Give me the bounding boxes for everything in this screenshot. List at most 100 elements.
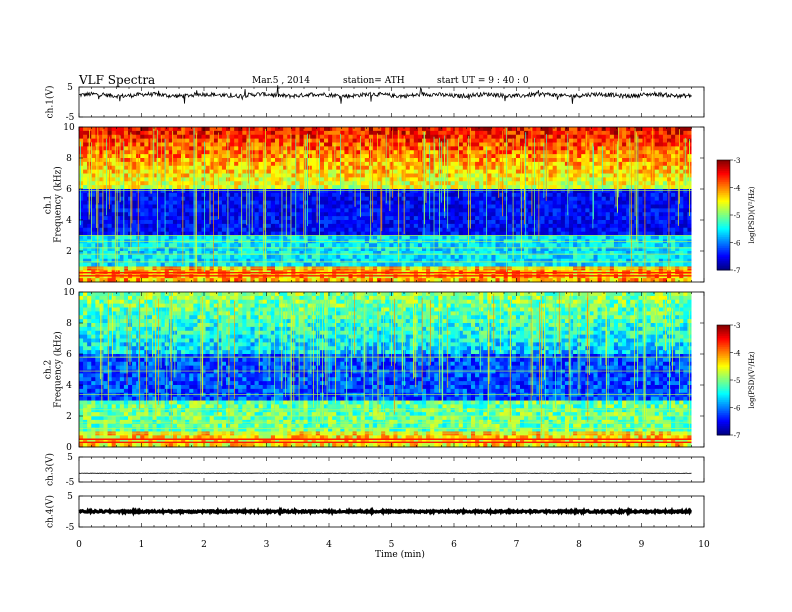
spectrogram-cell [466, 227, 472, 233]
spectrogram-cell [446, 192, 451, 198]
spectrogram-cell [356, 142, 362, 147]
spectrogram-cell [279, 134, 284, 140]
spectrogram-cell [507, 278, 513, 283]
spectrogram-cell [270, 223, 276, 229]
spectrogram-cell [528, 227, 533, 233]
spectrogram-cell [83, 216, 88, 221]
spectrogram-cell [201, 134, 206, 140]
spectrogram-cell [405, 154, 411, 159]
spectrogram-cell [221, 181, 227, 186]
spectrogram-cell [275, 196, 280, 202]
spectrogram-cell [177, 165, 182, 171]
spectrogram-cell [132, 278, 137, 283]
spectrogram-cell [160, 204, 166, 209]
spectrogram-cell [569, 223, 574, 229]
spectrogram-cell [409, 266, 415, 271]
spectrogram-cell [385, 138, 390, 143]
spectrogram-cell [250, 127, 255, 132]
spectrogram-cell [466, 173, 472, 178]
spectrogram-cell [123, 251, 129, 256]
spectrogram-cell [573, 142, 578, 147]
spectrogram-cell [458, 127, 464, 132]
spectrogram-cell [507, 165, 513, 171]
spectrogram-cell [360, 208, 366, 213]
spectrogram-cell [503, 227, 509, 233]
spectrogram-cell [172, 192, 178, 198]
spectrogram-cell [495, 254, 500, 260]
spectrogram-cell [536, 278, 541, 283]
spectrogram-cell [499, 138, 505, 143]
spectrogram-cell [560, 266, 566, 271]
spectrogram-cell [119, 177, 125, 182]
spectrogram-cell [544, 231, 549, 236]
spectrogram-cell [119, 130, 125, 136]
spectrogram-cell [119, 173, 125, 178]
spectrogram-cell [307, 208, 313, 213]
spectrogram-cell [279, 192, 284, 198]
spectrogram-cell [87, 127, 92, 132]
spectrogram-cell [181, 169, 186, 174]
spectrogram-cell [450, 262, 456, 267]
spectrogram-cell [544, 266, 549, 271]
spectrogram-cell [287, 189, 292, 194]
spectrogram-cell [413, 243, 419, 248]
spectrogram-cell [217, 150, 223, 155]
spectrogram-cell [462, 127, 468, 132]
spectrogram-cell [324, 192, 329, 198]
spectrogram-cell [242, 254, 247, 260]
spectrogram-cell [454, 231, 460, 236]
spectrogram-cell [83, 231, 88, 236]
spectrogram-cell [569, 278, 574, 283]
spectrogram-cell [299, 127, 304, 132]
spectrogram-cell [409, 247, 415, 252]
spectrogram-cell [426, 154, 431, 159]
spectrogram-cell [556, 127, 562, 132]
spectrogram-cell [475, 127, 480, 132]
spectrogram-cell [83, 220, 88, 225]
spectrogram-cell [373, 216, 378, 221]
spectrogram-cell [524, 212, 529, 217]
spectrogram-cell [340, 262, 345, 267]
spectrogram-cell [487, 216, 492, 221]
spectrogram-cell [246, 165, 251, 171]
spectrogram-cell [430, 266, 435, 271]
spectrogram-cell [209, 192, 215, 198]
spectrogram-cell [409, 243, 415, 248]
spectrogram-cell [213, 165, 219, 171]
spectrogram-cell [352, 258, 358, 264]
spectrogram-cell [213, 138, 219, 143]
spectrogram-cell [177, 266, 182, 271]
spectrogram-cell [115, 146, 121, 151]
spectrogram-cell [471, 150, 476, 155]
spectrogram-cell [524, 247, 529, 252]
spectrogram-cell [283, 146, 288, 151]
spectrogram-cell [299, 142, 304, 147]
spectrogram-cell [364, 142, 370, 147]
spectrogram-cell [450, 127, 456, 132]
spectrogram-cell [311, 165, 317, 171]
spectrogram-cell [79, 127, 84, 132]
spectrogram-cell [491, 235, 496, 240]
spectrogram-cell [140, 127, 145, 132]
spectrogram-cell [364, 212, 370, 217]
spectrogram-cell [499, 204, 505, 209]
spectrogram-cell [307, 251, 313, 256]
spectrogram-cell [181, 227, 186, 233]
spectrogram-cell [258, 146, 264, 151]
spectrogram-cell [217, 161, 223, 167]
spectrogram-cell [160, 251, 166, 256]
spectrogram-cell [132, 254, 137, 260]
spectrogram-cell [279, 185, 284, 190]
spectrogram-cell [193, 185, 198, 190]
spectrogram-cell [393, 200, 398, 205]
spectrogram-cell [275, 258, 280, 264]
spectrogram-cell [128, 231, 133, 236]
spectrogram-cell [385, 154, 390, 159]
spectrogram-cell [528, 247, 533, 252]
spectrogram-cell [373, 142, 378, 147]
spectrogram-cell [507, 204, 513, 209]
spectrogram-cell [540, 223, 545, 229]
spectrogram-cell [466, 154, 472, 159]
spectrogram-cell [103, 161, 108, 167]
spectrogram-cell [213, 142, 219, 147]
